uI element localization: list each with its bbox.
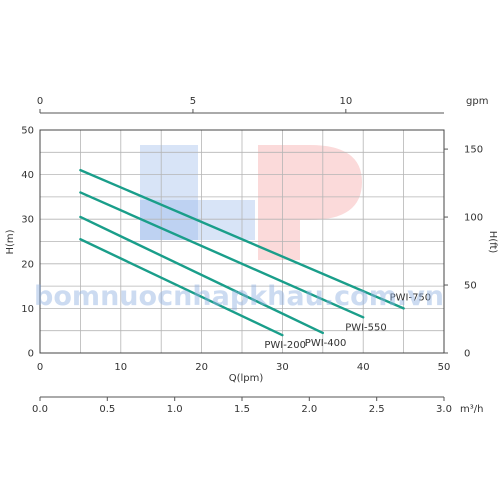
right-axis-title: H(ft) <box>487 231 498 254</box>
bottom2-tick-label: 0.0 <box>32 404 48 415</box>
series-label-pwi-750: PWI-750 <box>390 292 432 303</box>
bottom2-tick-label: 2.5 <box>369 404 385 415</box>
bottom2-tick-label: 2.0 <box>301 404 317 415</box>
series-line-pwi-550 <box>79 191 365 319</box>
top-tick-label: 10 <box>339 96 352 107</box>
x-tick-label: 10 <box>114 362 127 373</box>
y-tick-label: 40 <box>21 170 34 181</box>
bottom-axis2-ticks: 0.0 0.5 1.0 1.5 2.0 2.5 3.0 <box>32 397 452 415</box>
plot-frame <box>39 129 445 354</box>
y-axis-title: H(m) <box>5 229 16 254</box>
x-tick-label: 40 <box>357 362 370 373</box>
series-label-pwi-200: PWI-200 <box>264 340 306 351</box>
bottom2-tick-label: 0.5 <box>99 404 115 415</box>
watermark-text: bomnuocnhapkhau.com.vn <box>34 281 444 312</box>
top-axis-unit: gpm <box>466 96 488 107</box>
y-tick-label: 20 <box>21 259 34 270</box>
bottom-axis2-unit: m³/h <box>460 404 483 415</box>
bottom2-tick-label: 3.0 <box>436 404 452 415</box>
series-line-pwi-750 <box>79 168 405 310</box>
right-tick-label: 150 <box>464 145 483 156</box>
series-label-pwi-550: PWI-550 <box>345 322 387 333</box>
y-tick-label: 0 <box>28 349 34 360</box>
right-tick-label: 100 <box>464 213 483 224</box>
y-tick-label: 50 <box>21 126 34 137</box>
series-line-pwi-200 <box>79 238 284 337</box>
x-tick-label: 30 <box>276 362 289 373</box>
x-axis-title: Q(lpm) <box>229 373 264 384</box>
bottom2-tick-label: 1.0 <box>167 404 183 415</box>
right-axis-ticks: 0 50 100 150 <box>444 145 483 360</box>
bottom-axis-ticks: 0 10 20 30 40 50 <box>37 362 451 373</box>
x-tick-label: 20 <box>195 362 208 373</box>
series-label-pwi-400: PWI-400 <box>305 338 347 349</box>
bottom2-tick-label: 1.5 <box>234 404 250 415</box>
series-line-pwi-400 <box>79 215 324 335</box>
top-axis-ticks: 0 5 10 <box>37 96 352 113</box>
top-tick-label: 0 <box>37 96 43 107</box>
y-tick-label: 10 <box>21 304 34 315</box>
x-tick-label: 50 <box>438 362 451 373</box>
right-tick-label: 0 <box>464 349 470 360</box>
y-tick-label: 30 <box>21 215 34 226</box>
left-axis-ticks: 0 10 20 30 40 50 <box>21 126 34 360</box>
right-tick-label: 50 <box>464 281 477 292</box>
x-tick-label: 0 <box>37 362 43 373</box>
grid <box>40 130 444 353</box>
top-tick-label: 5 <box>190 96 196 107</box>
